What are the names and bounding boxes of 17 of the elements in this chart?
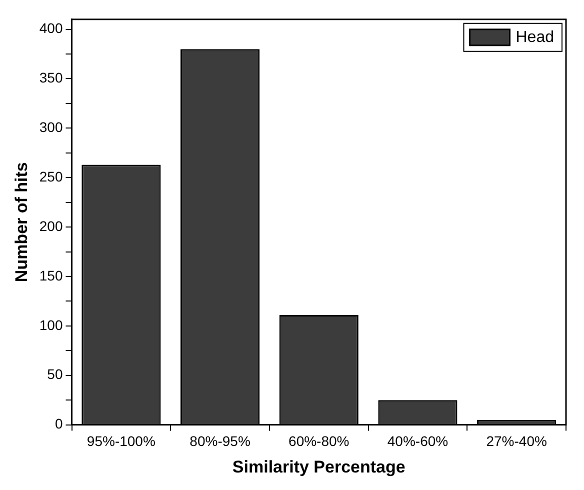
x-axis-title: Similarity Percentage xyxy=(232,457,406,476)
y-tick-label: 0 xyxy=(54,416,63,432)
y-axis-title: Number of hits xyxy=(12,162,31,282)
legend-label: Head xyxy=(516,28,554,46)
x-tick-label: 95%-100% xyxy=(86,433,156,450)
y-tick-label: 150 xyxy=(39,267,63,284)
y-tick-label: 200 xyxy=(39,218,63,234)
y-tick-label: 400 xyxy=(39,20,63,36)
x-tick-label: 40%-60% xyxy=(387,433,448,450)
x-tick-label: 27%-40% xyxy=(486,433,547,450)
y-tick-label: 50 xyxy=(47,366,63,382)
x-tick-label: 80%-95% xyxy=(190,433,250,450)
x-tick-label: 60%-80% xyxy=(288,433,350,450)
y-tick-label: 300 xyxy=(39,119,63,136)
y-tick-label: 100 xyxy=(39,316,63,333)
y-tick-label: 250 xyxy=(39,168,63,184)
y-tick-label: 350 xyxy=(39,70,63,86)
